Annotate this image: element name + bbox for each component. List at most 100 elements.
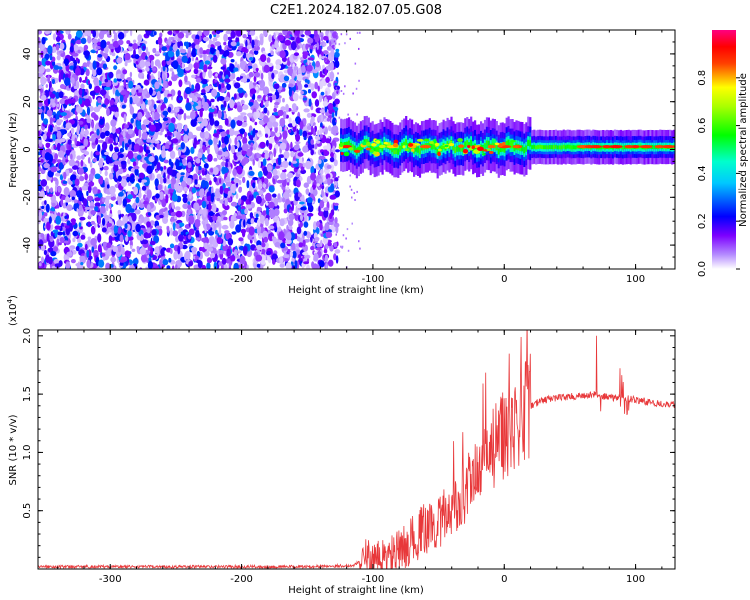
heatmap-cell [286, 172, 294, 179]
heatmap-cell [97, 233, 102, 243]
heatmap-cell [187, 234, 192, 240]
heatmap-cell [136, 154, 142, 160]
heatmap-cell [250, 142, 254, 147]
heatmap-cell [216, 197, 221, 202]
heatmap-cell [228, 144, 231, 151]
heatmap-cell [65, 196, 70, 203]
heatmap-cell [52, 102, 56, 108]
heatmap-cell [224, 78, 231, 83]
heatmap-cell [59, 98, 66, 105]
heatmap-cell [195, 255, 199, 260]
heatmap-cell [291, 242, 296, 251]
heatmap-cell [171, 138, 179, 144]
heatmap-cell [119, 261, 124, 266]
heatmap-cell [102, 241, 107, 247]
heatmap-cell [334, 177, 339, 182]
heatmap-cell [231, 72, 236, 80]
heatmap-cell [83, 44, 89, 51]
heatmap-cell [274, 101, 280, 106]
heatmap-cell [99, 118, 105, 125]
heatmap-cell [351, 196, 353, 199]
heatmap-cell [104, 98, 109, 106]
heatmap-cell [253, 45, 260, 51]
heatmap-cell [84, 129, 89, 136]
heatmap-cell [229, 260, 232, 268]
heatmap-cell [45, 142, 51, 148]
heatmap-cell [332, 117, 337, 127]
heatmap-cell [329, 212, 333, 219]
heatmap-cell [76, 155, 82, 161]
heatmap-cell [52, 177, 58, 182]
heatmap-cell [198, 62, 204, 70]
heatmap-cell [54, 172, 61, 177]
heatmap-cell [197, 260, 203, 269]
heatmap-cell [45, 84, 48, 88]
heatmap-cell [122, 141, 125, 149]
heatmap-cell [38, 102, 43, 107]
heatmap-cell [58, 119, 64, 123]
heatmap-cell [297, 169, 301, 175]
heatmap-cell [236, 135, 242, 141]
heatmap-cell [71, 179, 76, 185]
heatmap-cell [92, 30, 97, 38]
heatmap-cell [262, 86, 270, 96]
heatmap-cell [323, 150, 330, 156]
heatmap-cell [47, 138, 53, 143]
heatmap-cell [268, 209, 276, 219]
heatmap-cell [185, 212, 189, 222]
heatmap-cell [274, 241, 281, 248]
heatmap-cell [135, 95, 138, 104]
heatmap-cell [239, 60, 247, 70]
heatmap-cell [38, 65, 45, 74]
heatmap-cell [154, 178, 159, 187]
heatmap-cell [346, 141, 349, 148]
heatmap-cell [147, 260, 153, 269]
heatmap-cell [241, 214, 246, 221]
heatmap-cell [84, 206, 91, 210]
heatmap-cell [193, 137, 198, 146]
heatmap-cell [299, 120, 304, 130]
heatmap-cell [281, 178, 287, 188]
heatmap-cell [100, 203, 106, 207]
heatmap-cell [218, 140, 221, 148]
heatmap-cell [351, 144, 355, 151]
heatmap-cell [546, 145, 550, 150]
heatmap-cell [161, 60, 166, 67]
heatmap-cell [38, 184, 43, 192]
heatmap-cell [78, 120, 84, 125]
heatmap-cell [316, 220, 321, 228]
heatmap-cell [137, 111, 143, 120]
heatmap-cell [108, 43, 115, 50]
heatmap-cell [230, 144, 235, 154]
heatmap-cell [157, 227, 163, 236]
heatmap-cell [38, 262, 42, 267]
heatmap-cell [316, 42, 319, 50]
heatmap-cell [113, 32, 118, 42]
heatmap-cell [235, 224, 242, 233]
heatmap-cell [158, 191, 164, 201]
heatmap-cell [105, 262, 111, 269]
heatmap-cell [271, 159, 277, 164]
heatmap-cell [289, 251, 293, 258]
heatmap-cell [201, 200, 207, 209]
heatmap-cell [212, 215, 218, 221]
heatmap-cell [70, 259, 76, 264]
heatmap-cell [317, 85, 320, 92]
heatmap-cell [315, 140, 321, 144]
heatmap-cell [138, 172, 145, 179]
heatmap-cell [182, 193, 188, 198]
heatmap-cell [228, 127, 235, 137]
heatmap-cell [152, 47, 157, 54]
heatmap-cell [325, 263, 328, 269]
heatmap-cell [235, 215, 242, 220]
heatmap-cell [319, 109, 326, 113]
heatmap-cell [466, 140, 469, 147]
heatmap-cell [128, 43, 133, 47]
heatmap-cell [493, 142, 496, 149]
heatmap-cell [303, 258, 307, 262]
heatmap-cell [57, 150, 65, 158]
heatmap-cell [272, 193, 277, 198]
heatmap-cell [110, 256, 117, 263]
